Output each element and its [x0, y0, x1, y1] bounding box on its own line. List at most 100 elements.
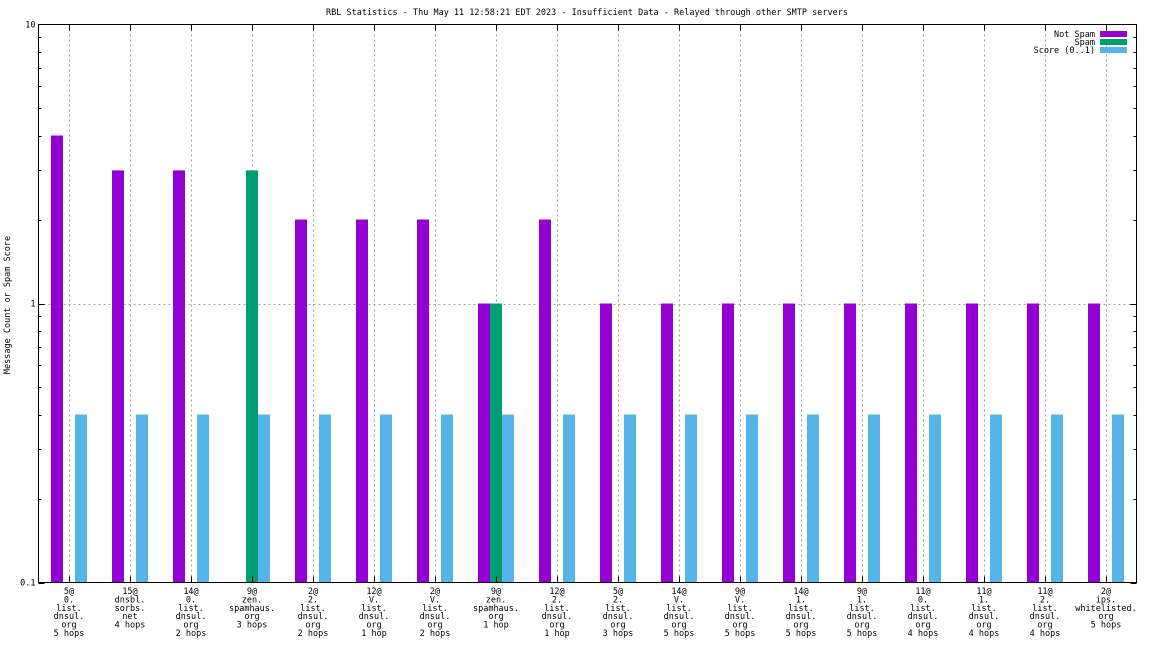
x-tick-label-line: 2 hops — [298, 629, 329, 639]
x-tick-label-line: list. — [56, 604, 82, 614]
bar — [319, 414, 331, 583]
x-tick-label-line: 9@ — [247, 587, 257, 597]
legend-label: Not Spam — [1054, 30, 1095, 40]
x-tick-label-line: 2. — [308, 595, 318, 605]
bar — [600, 303, 612, 583]
x-tick-label-line: org — [610, 621, 625, 631]
x-tick-label-line: 14@ — [183, 587, 198, 597]
x-tick-label-line: org — [1098, 612, 1113, 622]
bar — [661, 303, 673, 583]
x-tick-label-line: org — [183, 621, 198, 631]
bar — [502, 414, 514, 583]
x-tick-label: 11@ 0. list. dnsul. org 4 hops — [908, 587, 939, 639]
x-tick-label: 14@ 0. list. dnsul. org 2 hops — [176, 587, 207, 639]
x-tick-label-line: 2@ — [308, 587, 318, 597]
x-tick-label-line: 2 hops — [176, 629, 207, 639]
x-tick-label-line: V. — [369, 595, 379, 605]
x-tick-label-line: org — [366, 621, 381, 631]
x-tick-label-line: list. — [422, 604, 448, 614]
x-tick-label-line: 3 hops — [237, 621, 268, 631]
x-tick-label-line: 4 hops — [115, 621, 146, 631]
x-tick-label-line: dnsul. — [54, 612, 85, 622]
x-tick-label: 2@ ips. whitelisted. org 5 hops — [1075, 587, 1136, 631]
x-tick-label-line: dnsul. — [725, 612, 756, 622]
bar — [844, 303, 856, 583]
x-tick-label-line: list. — [605, 604, 631, 614]
bar — [441, 414, 453, 583]
bar — [136, 414, 148, 583]
legend-label: Spam — [1075, 38, 1095, 48]
x-tick-label-line: 1. — [979, 595, 989, 605]
x-tick-label-line: list. — [971, 604, 997, 614]
bar — [783, 303, 795, 583]
x-tick-label-line: zen. — [242, 595, 262, 605]
x-tick-label: 12@ V. list. dnsul. org 1 hop — [359, 587, 390, 639]
bar — [1051, 414, 1063, 583]
x-tick-label: 9@ zen. spamhaus. org 3 hops — [229, 587, 275, 631]
bar — [990, 414, 1002, 583]
bar — [624, 414, 636, 583]
bar — [51, 135, 63, 583]
bar — [563, 414, 575, 583]
x-tick-label-line: list. — [666, 604, 692, 614]
x-tick-label-line: list. — [727, 604, 753, 614]
x-tick-label-line: 3 hops — [603, 629, 634, 639]
x-tick-label-line: 0. — [918, 595, 928, 605]
x-tick-label-line: 0. — [64, 595, 74, 605]
bar — [75, 414, 87, 583]
x-tick-label-line: 0. — [186, 595, 196, 605]
x-tick-label-line: org — [61, 621, 76, 631]
x-tick-label-line: 4 hops — [1030, 629, 1061, 639]
x-tick-label: 5@ 2. list. dnsul. org 3 hops — [603, 587, 634, 639]
x-tick-label-line: dnsul. — [847, 612, 878, 622]
x-tick-label-line: 2@ — [430, 587, 440, 597]
x-tick-label-line: org — [915, 621, 930, 631]
bar — [295, 219, 307, 583]
x-tick-label-line: list. — [300, 604, 326, 614]
y-tick-label: 0.1 — [20, 579, 35, 589]
x-tick-label-line: org — [244, 612, 259, 622]
chart-title: RBL Statistics - Thu May 11 12:58:21 EDT… — [326, 8, 848, 18]
bar — [868, 414, 880, 583]
bar — [539, 219, 551, 583]
x-tick-label-line: 5 hops — [664, 629, 695, 639]
x-tick-label-line: 2. — [552, 595, 562, 605]
x-tick-label-line: 1. — [857, 595, 867, 605]
x-tick-label-line: 4 hops — [908, 629, 939, 639]
x-tick-label-line: whitelisted. — [1075, 604, 1136, 614]
bar — [417, 219, 429, 583]
x-tick-label-line: org — [793, 621, 808, 631]
bar — [1027, 303, 1039, 583]
bar — [746, 414, 758, 583]
x-tick-label-line: dnsul. — [542, 612, 573, 622]
bar — [490, 303, 502, 583]
x-tick-label-line: dnsul. — [786, 612, 817, 622]
x-tick-label-line: 5@ — [613, 587, 623, 597]
legend-label: Score (0..1) — [1034, 46, 1095, 56]
bar — [478, 303, 490, 583]
x-tick-label-line: zen. — [486, 595, 506, 605]
x-tick-label-line: 5@ — [64, 587, 74, 597]
x-tick-label-line: 9@ — [857, 587, 867, 597]
x-tick-label-line: 1. — [796, 595, 806, 605]
x-tick-label-line: V. — [735, 595, 745, 605]
y-tick-label: 10 — [25, 21, 35, 31]
bar — [905, 303, 917, 583]
plot-frame — [38, 24, 1137, 583]
x-tick-label-line: dnsul. — [1030, 612, 1061, 622]
bar — [929, 414, 941, 583]
bar — [246, 170, 258, 583]
bar — [112, 170, 124, 583]
x-tick-label-line: dnsul. — [420, 612, 451, 622]
x-tick-label-line: 5 hops — [54, 629, 85, 639]
x-tick-label-line: 14@ — [793, 587, 808, 597]
x-tick-label-line: list. — [1032, 604, 1058, 614]
x-tick-label: 12@ 2. list. dnsul. org 1 hop — [542, 587, 573, 639]
x-tick-label-line: 5 hops — [786, 629, 817, 639]
x-tick-label-line: spamhaus. — [473, 604, 519, 614]
x-tick-label-line: list. — [910, 604, 936, 614]
x-tick-label-line: 5 hops — [847, 629, 878, 639]
x-tick-label-line: list. — [788, 604, 814, 614]
